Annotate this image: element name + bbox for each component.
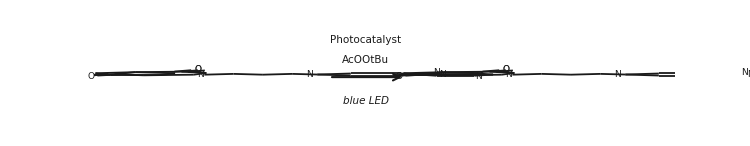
Text: O: O [503,65,509,74]
Text: O: O [194,65,202,74]
Text: N: N [747,70,750,79]
Text: N: N [433,68,440,77]
Text: N: N [196,70,203,79]
Text: N: N [614,70,621,79]
Text: N: N [439,70,446,79]
Text: N: N [475,72,482,81]
Text: N: N [741,68,748,77]
Text: N: N [306,70,313,79]
Text: O: O [194,65,202,74]
Text: AcOOtBu: AcOOtBu [342,55,389,65]
Text: O: O [396,72,403,80]
Text: O: O [88,72,94,80]
Text: N: N [505,70,512,79]
Text: O: O [503,65,509,74]
Text: Photocatalyst: Photocatalyst [330,35,401,45]
Text: blue LED: blue LED [343,96,388,106]
